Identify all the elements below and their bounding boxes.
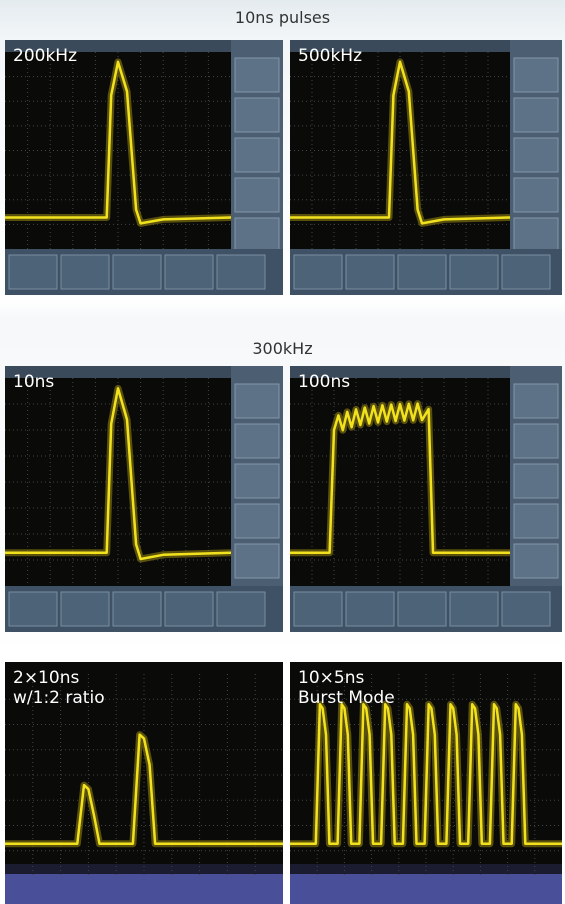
trace-glow [5, 62, 231, 224]
menu-button [235, 384, 279, 418]
bottom-button [61, 255, 109, 289]
panel-label: 500kHz [298, 46, 362, 66]
bottom-button [217, 255, 265, 289]
bottom-button [165, 255, 213, 289]
scope-screenshot: 100ns [290, 366, 562, 632]
menu-button [514, 178, 558, 212]
label-line: 10×5ns [298, 668, 395, 688]
label-line: 2×10ns [13, 668, 105, 688]
trace [5, 62, 231, 224]
bottom-button [398, 592, 446, 626]
bottom-button [502, 255, 550, 289]
menu-button [514, 218, 558, 252]
scope-display [290, 40, 562, 295]
label-line: 10ns [13, 372, 54, 392]
trace [290, 62, 510, 224]
menu-button [235, 178, 279, 212]
scope-display [5, 366, 283, 632]
bottom-button [346, 255, 394, 289]
scope-screenshot: 10ns [5, 366, 283, 632]
menu-button [235, 464, 279, 498]
scope-screenshot: 500kHz [290, 40, 562, 295]
bottom-button [113, 592, 161, 626]
bottom-button [9, 255, 57, 289]
bottom-button [113, 255, 161, 289]
trace-glow [5, 735, 283, 844]
panel-label: 10ns [13, 372, 54, 392]
status-bar [290, 864, 562, 874]
menu-button [235, 544, 279, 578]
status-bar [5, 864, 283, 874]
label-line: w/1:2 ratio [13, 688, 105, 708]
bottom-button [294, 255, 342, 289]
menu-button [514, 384, 558, 418]
panel-label: 200kHz [13, 46, 77, 66]
bottom-button [294, 592, 342, 626]
panel-label: 100ns [298, 372, 350, 392]
section-title: 10ns pulses [0, 8, 565, 27]
menu-button [514, 464, 558, 498]
label-line: 200kHz [13, 46, 77, 66]
bottom-bar [5, 874, 283, 904]
menu-button [235, 504, 279, 538]
menu-button [514, 544, 558, 578]
trace-glow [290, 62, 510, 224]
scope-screenshot: 200kHz [5, 40, 283, 295]
bottom-button [502, 592, 550, 626]
scope-display [290, 366, 562, 632]
bottom-bar [290, 874, 562, 904]
label-line: Burst Mode [298, 688, 395, 708]
menu-button [514, 98, 558, 132]
page: 10ns pulses 300kHz 200kHz 500kHz 10ns 100ns… [0, 0, 565, 904]
menu-button [235, 138, 279, 172]
trace-glow [5, 388, 231, 559]
trace [5, 388, 231, 559]
bottom-button [450, 255, 498, 289]
menu-button [235, 98, 279, 132]
menu-button [514, 58, 558, 92]
menu-button [514, 424, 558, 458]
bottom-button [398, 255, 446, 289]
bottom-button [217, 592, 265, 626]
scope-display [5, 40, 283, 295]
bottom-button [9, 592, 57, 626]
menu-button [235, 424, 279, 458]
bottom-button [61, 592, 109, 626]
bottom-button [165, 592, 213, 626]
menu-button [235, 218, 279, 252]
label-line: 100ns [298, 372, 350, 392]
menu-button [235, 58, 279, 92]
label-line: 500kHz [298, 46, 362, 66]
bottom-button [346, 592, 394, 626]
section-title: 300kHz [0, 339, 565, 358]
menu-button [514, 504, 558, 538]
bottom-button [450, 592, 498, 626]
menu-button [514, 138, 558, 172]
